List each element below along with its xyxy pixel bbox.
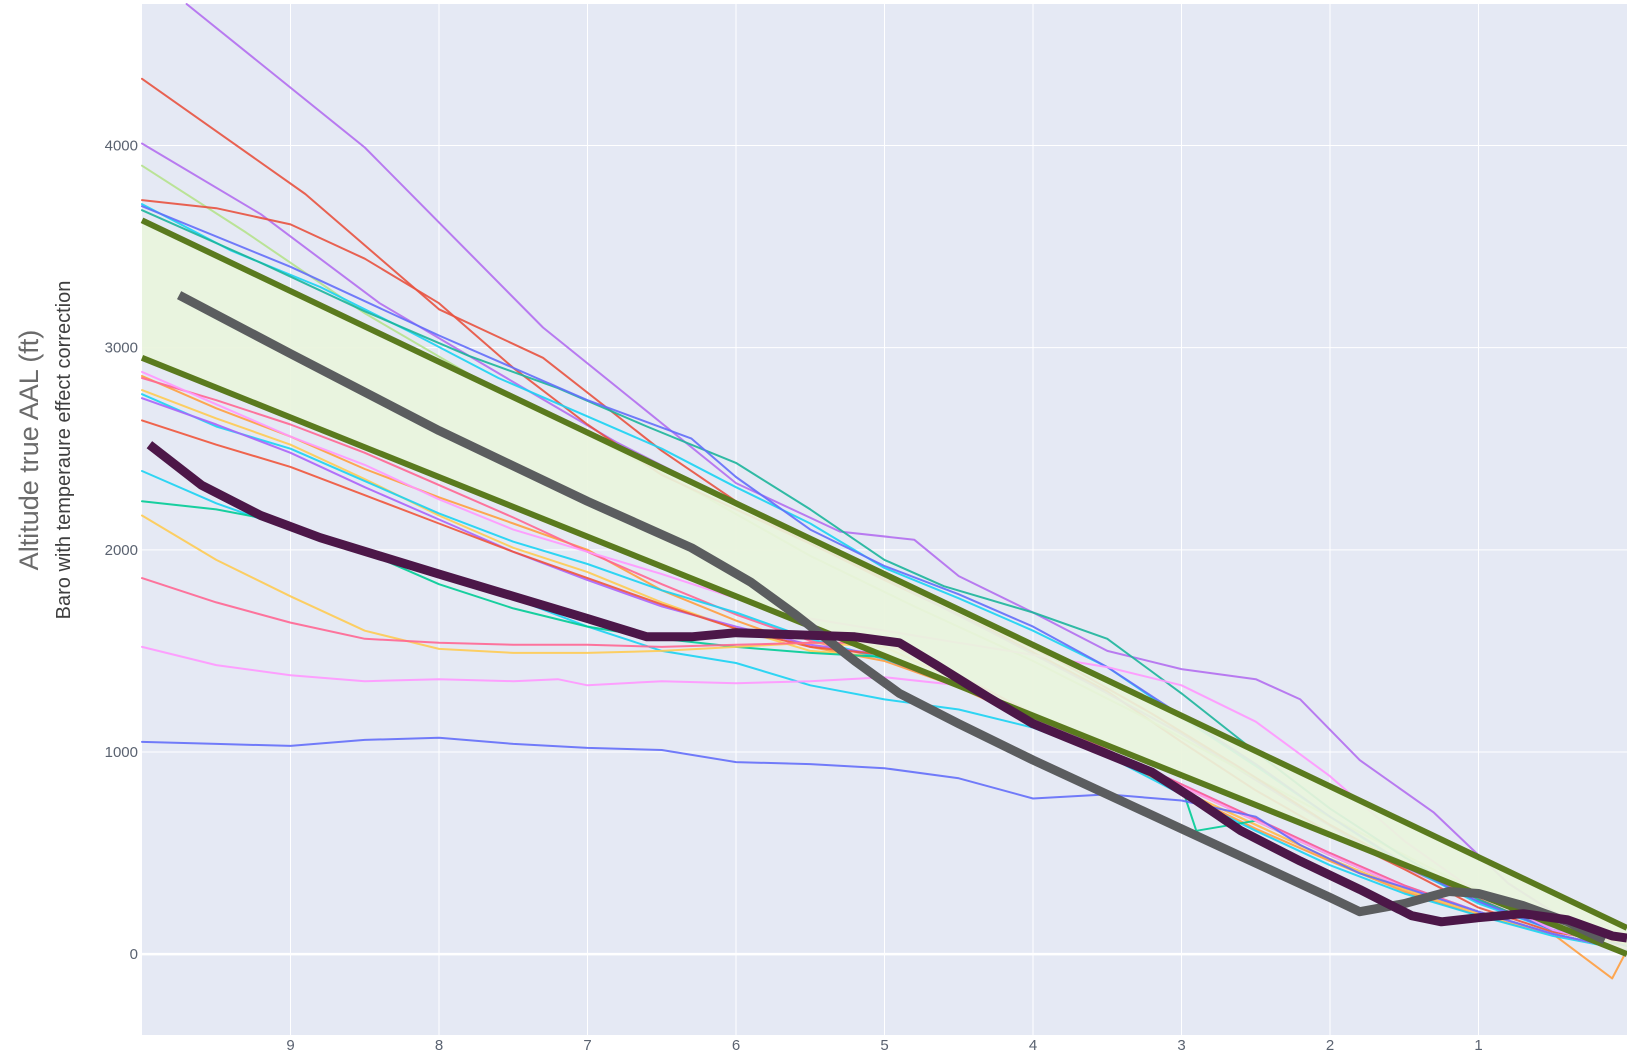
x-tick-label: 2 [1326, 1037, 1334, 1054]
x-tick-label: 5 [880, 1037, 888, 1054]
y-tick-label: 1000 [105, 744, 138, 761]
series-line [141, 645, 1627, 952]
y-tick-label: 2000 [105, 542, 138, 559]
series-line [141, 736, 1627, 952]
y-axis-title: Altitude true AAL (ft) [14, 330, 44, 571]
y-tick-label: 3000 [105, 340, 138, 357]
band-lower-edge [140, 355, 1627, 957]
gray-trajectory-line [177, 291, 1607, 945]
band-upper-edge [140, 217, 1627, 931]
y-axis-subtitle: Baro with temperaure effect correction [53, 281, 75, 620]
x-tick-label: 1 [1474, 1037, 1482, 1054]
x-tick-label: 4 [1029, 1037, 1037, 1054]
x-tick-label: 7 [583, 1037, 591, 1054]
approach-band [142, 220, 1627, 955]
x-tick-label: 8 [435, 1037, 443, 1054]
y-tick-label: 0 [130, 946, 138, 963]
x-tick-label: 6 [732, 1037, 740, 1054]
x-tick-label: 9 [286, 1037, 294, 1054]
y-tick-label: 4000 [105, 138, 138, 155]
purple-trajectory-line [146, 441, 1627, 943]
x-tick-label: 3 [1177, 1037, 1185, 1054]
